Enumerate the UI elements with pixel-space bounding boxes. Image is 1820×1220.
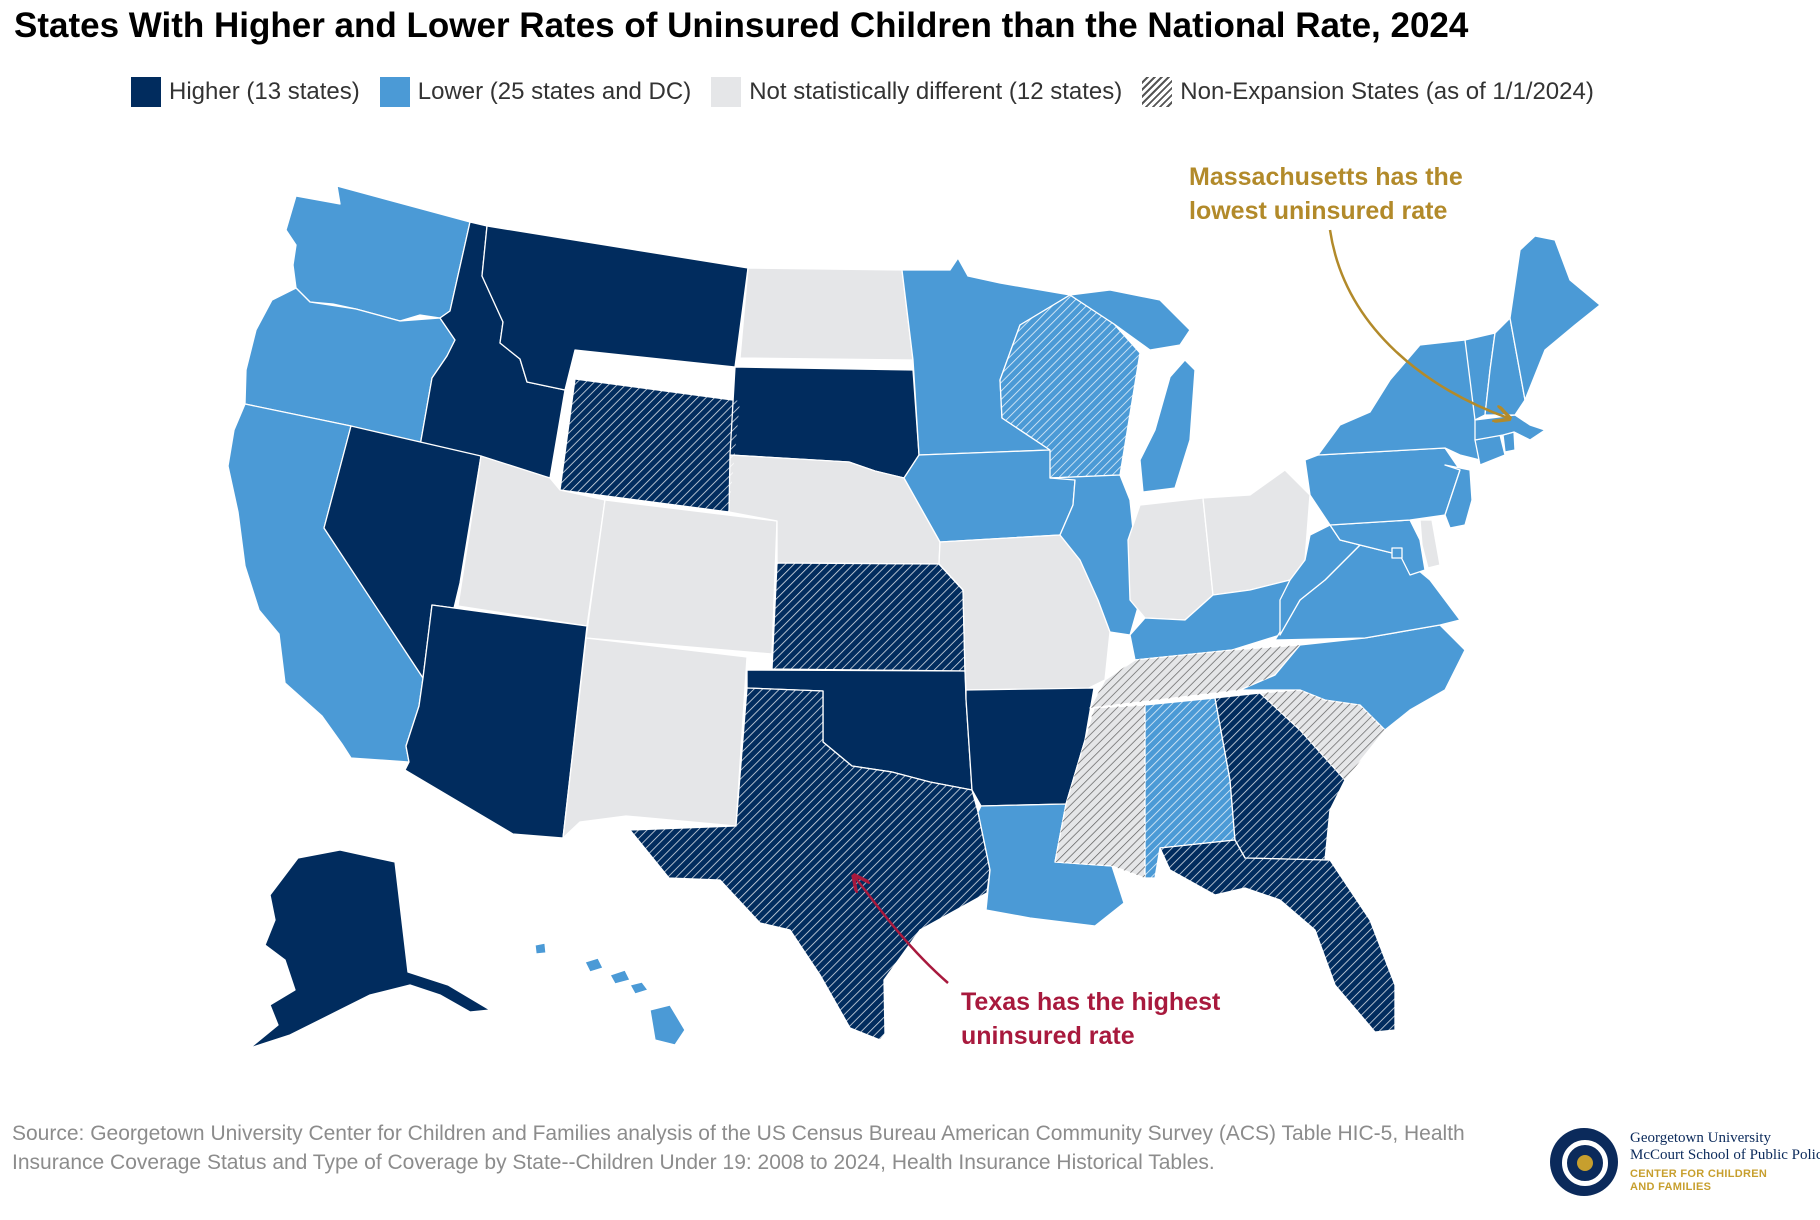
legend-swatch <box>131 77 161 107</box>
texas-annotation-line2: uninsured rate <box>961 1022 1135 1050</box>
state-me <box>1509 235 1601 401</box>
state-co <box>585 499 778 655</box>
massachusetts-annotation-line1: Massachusetts has the <box>1189 163 1463 191</box>
state-ga-hatch <box>1215 693 1345 860</box>
legend-label: Not statistically different (12 states) <box>749 78 1123 105</box>
state-wi-hatch <box>1000 295 1140 478</box>
legend-item: Higher (13 states) <box>131 77 360 107</box>
state-hi <box>534 942 686 1046</box>
state-pa <box>1304 447 1461 526</box>
state-ak <box>249 849 491 1049</box>
chart-title: States With Higher and Lower Rates of Un… <box>14 6 1469 45</box>
state-mt <box>481 225 749 391</box>
source-note: Source: Georgetown University Center for… <box>12 1122 1465 1174</box>
state-tn-hatch <box>1090 645 1300 708</box>
georgetown-logo: Georgetown University McCourt School of … <box>1550 1128 1820 1204</box>
legend-label: Non-Expansion States (as of 1/1/2024) <box>1180 78 1594 105</box>
state-al-hatch <box>1145 698 1235 878</box>
massachusetts-annotation: Massachusetts has the lowest uninsured r… <box>1189 160 1463 228</box>
legend-swatch <box>1142 77 1173 107</box>
legend-label: Lower (25 states and DC) <box>417 78 692 105</box>
state-nj <box>1444 464 1473 529</box>
state-sc-hatch <box>1260 690 1385 780</box>
massachusetts-annotation-line2: lowest uninsured rate <box>1189 197 1448 225</box>
state-nm <box>562 637 748 839</box>
state-in <box>1127 497 1214 621</box>
legend-item: Lower (25 states and DC) <box>379 77 692 107</box>
state-ms-hatch <box>1055 705 1145 878</box>
state-tx-hatch <box>630 688 990 1040</box>
state-mi <box>1069 289 1196 493</box>
state-nd <box>739 267 914 361</box>
state-wv <box>1279 524 1361 636</box>
logo-mark-icon <box>1550 1128 1618 1196</box>
state-fl-hatch <box>1160 840 1395 1032</box>
texas-arrow <box>855 877 949 984</box>
logo-line2: McCourt School of Public Policy <box>1630 1147 1820 1163</box>
state-ks-hatch <box>772 563 965 671</box>
logo-line3: CENTER FOR CHILDREN <box>1630 1168 1768 1180</box>
state-il <box>1049 474 1141 636</box>
legend-item: Not statistically different (12 states) <box>711 77 1122 107</box>
state-az <box>404 604 588 839</box>
legend-label: Higher (13 states) <box>169 78 360 105</box>
legend: Higher (13 states) Lower (25 states and D… <box>131 75 1614 109</box>
texas-annotation-line1: Texas has the highest <box>961 988 1221 1016</box>
texas-annotation: Texas has the highest uninsured rate <box>961 985 1220 1053</box>
logo-line4: AND FAMILIES <box>1630 1181 1712 1193</box>
legend-swatch <box>379 77 410 107</box>
logo-line1: Georgetown University <box>1630 1130 1771 1146</box>
state-md <box>1329 519 1426 576</box>
state-dc <box>1391 547 1403 559</box>
state-de <box>1419 519 1441 569</box>
state-wy-hatch <box>560 379 740 512</box>
legend-swatch <box>711 77 742 107</box>
legend-item: Non-Expansion States (as of 1/1/2024) <box>1142 77 1594 107</box>
massachusetts-arrow <box>1328 229 1508 418</box>
state-wa <box>285 185 471 322</box>
